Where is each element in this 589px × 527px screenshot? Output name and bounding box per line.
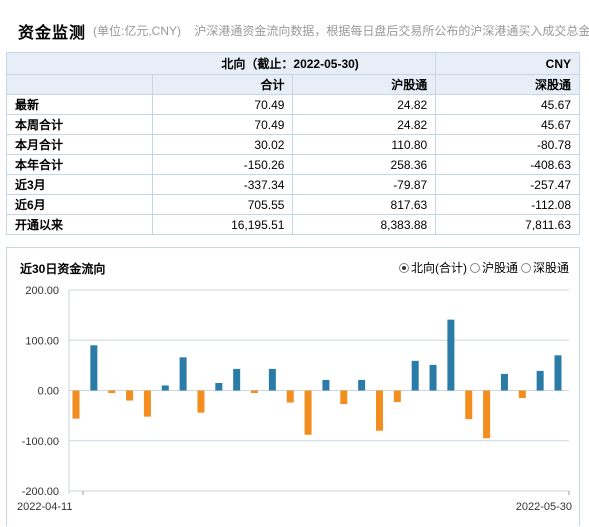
chart-title: 近30日资金流向 bbox=[20, 262, 106, 276]
radio-dot-icon bbox=[520, 262, 531, 273]
table-row: 开通以来 16,195.51 8,383.88 7,811.63 bbox=[6, 214, 580, 235]
value-cell: 110.80 bbox=[292, 134, 437, 155]
value-cell: 705.55 bbox=[151, 194, 294, 215]
bar[interactable] bbox=[340, 390, 348, 405]
bar[interactable] bbox=[179, 357, 187, 391]
row-label: 开通以来 bbox=[6, 214, 153, 235]
bar[interactable] bbox=[126, 390, 134, 401]
bar[interactable] bbox=[251, 390, 259, 394]
x-tick-label: 2022-04-11 bbox=[17, 501, 72, 513]
value-cell: 45.67 bbox=[435, 114, 580, 135]
bar[interactable] bbox=[108, 390, 116, 394]
y-tick-label: 0.00 bbox=[38, 386, 59, 398]
series-selector: 北向(合计) 沪股通 深股通 bbox=[396, 259, 569, 276]
value-cell: 16,195.51 bbox=[151, 214, 294, 235]
page-title: 资金监测 bbox=[18, 25, 87, 42]
radio-northbound-total[interactable]: 北向(合计) bbox=[398, 259, 467, 276]
bar[interactable] bbox=[536, 370, 544, 391]
currency-label: CNY bbox=[435, 52, 580, 75]
y-tick-label: -200.00 bbox=[22, 486, 59, 498]
table-row: 本月合计 30.02 110.80 -80.78 bbox=[6, 134, 580, 155]
radio-shenzhen-connect[interactable]: 深股通 bbox=[520, 259, 569, 276]
empty-header-cell bbox=[6, 74, 153, 95]
value-cell: -337.34 bbox=[151, 174, 294, 195]
radio-dot-icon bbox=[469, 262, 480, 273]
value-cell: -80.78 bbox=[435, 134, 580, 155]
value-cell: -112.08 bbox=[435, 194, 580, 215]
value-cell: 70.49 bbox=[151, 94, 294, 115]
radio-shanghai-connect[interactable]: 沪股通 bbox=[469, 259, 518, 276]
radio-dot-icon bbox=[398, 262, 409, 273]
bar[interactable] bbox=[358, 379, 366, 391]
bar[interactable] bbox=[322, 379, 330, 391]
bar[interactable] bbox=[500, 373, 508, 391]
table-head-direction: 北向（截止：2022-05-30) CNY bbox=[5, 52, 580, 75]
value-cell: 24.82 bbox=[292, 94, 437, 115]
radio-label: 北向(合计) bbox=[410, 261, 467, 275]
row-label: 近3月 bbox=[6, 174, 153, 195]
value-cell: -150.26 bbox=[151, 154, 294, 175]
value-cell: 24.82 bbox=[292, 114, 437, 135]
y-tick-label: 200.00 bbox=[25, 285, 59, 297]
radio-label: 沪股通 bbox=[481, 261, 518, 275]
bar[interactable] bbox=[518, 390, 526, 399]
bar[interactable] bbox=[447, 319, 455, 391]
bar[interactable] bbox=[411, 360, 419, 391]
row-label: 最新 bbox=[6, 94, 153, 115]
radio-label: 深股通 bbox=[532, 261, 569, 275]
row-label: 本年合计 bbox=[6, 154, 153, 175]
value-cell: 70.49 bbox=[151, 114, 294, 135]
description-text: 沪深港通资金流向数据，根据每日盘后交易所公布的沪深港通买入成交总金额 bbox=[194, 24, 589, 38]
table-row: 近3月 -337.34 -79.87 -257.47 bbox=[6, 174, 580, 195]
bar[interactable] bbox=[375, 390, 383, 431]
header: 资金监测 (单位:亿元,CNY) 沪深港通资金流向数据，根据每日盘后交易所公布的… bbox=[0, 0, 589, 48]
value-cell: -408.63 bbox=[435, 154, 580, 175]
bar[interactable] bbox=[393, 390, 401, 403]
bar[interactable] bbox=[286, 390, 294, 403]
bar[interactable] bbox=[233, 368, 241, 391]
y-tick-label: -100.00 bbox=[22, 436, 59, 448]
value-cell: -257.47 bbox=[435, 174, 580, 195]
value-cell: 45.67 bbox=[435, 94, 580, 115]
value-cell: 8,383.88 bbox=[292, 214, 437, 235]
flow-bar-chart: 200.00 100.00 0.00 -100.00 -200.00 2022-04-11… bbox=[17, 285, 572, 513]
column-header: 深股通 bbox=[435, 74, 580, 95]
table-row: 最新 70.49 24.82 45.67 bbox=[6, 94, 580, 115]
table-row: 近6月 705.55 817.63 -112.08 bbox=[6, 194, 580, 215]
bar[interactable] bbox=[268, 368, 276, 391]
table-row: 本年合计 -150.26 258.36 -408.63 bbox=[6, 154, 580, 175]
row-label: 本周合计 bbox=[6, 114, 153, 135]
flow-table: 北向（截止：2022-05-30) CNY 合计 沪股通 深股通 最新 70.49… bbox=[5, 52, 580, 235]
value-cell: -79.87 bbox=[292, 174, 437, 195]
column-header: 沪股通 bbox=[292, 74, 437, 95]
row-label: 本月合计 bbox=[6, 134, 153, 155]
direction-label: 北向（截止：2022-05-30) bbox=[5, 52, 437, 75]
bar[interactable] bbox=[197, 390, 205, 413]
bar[interactable] bbox=[465, 390, 473, 420]
value-cell: 817.63 bbox=[292, 194, 437, 215]
bar[interactable] bbox=[554, 355, 562, 391]
value-cell: 7,811.63 bbox=[435, 214, 580, 235]
bar[interactable] bbox=[483, 390, 491, 439]
value-cell: 30.02 bbox=[151, 134, 294, 155]
bar[interactable] bbox=[429, 364, 437, 391]
bar[interactable] bbox=[72, 390, 80, 419]
unit-label: (单位:亿元,CNY) bbox=[93, 24, 181, 38]
table-head-columns: 合计 沪股通 深股通 bbox=[6, 74, 580, 95]
table-row: 本周合计 70.49 24.82 45.67 bbox=[6, 114, 580, 135]
bar[interactable] bbox=[215, 382, 223, 391]
value-cell: 258.36 bbox=[292, 154, 437, 175]
row-label: 近6月 bbox=[6, 194, 153, 215]
y-tick-label: 100.00 bbox=[25, 335, 59, 347]
subtitle: (单位:亿元,CNY) 沪深港通资金流向数据，根据每日盘后交易所公布的沪深港通买… bbox=[93, 22, 589, 39]
bar[interactable] bbox=[90, 345, 98, 391]
x-tick-label: 2022-05-30 bbox=[516, 501, 572, 513]
bar[interactable] bbox=[304, 390, 312, 435]
column-header: 合计 bbox=[151, 74, 294, 95]
chart-panel: 近30日资金流向 北向(合计) 沪股通 深股通 200.00 100.00 0.00… bbox=[6, 247, 580, 526]
bar[interactable] bbox=[143, 390, 151, 417]
bar[interactable] bbox=[161, 385, 169, 391]
